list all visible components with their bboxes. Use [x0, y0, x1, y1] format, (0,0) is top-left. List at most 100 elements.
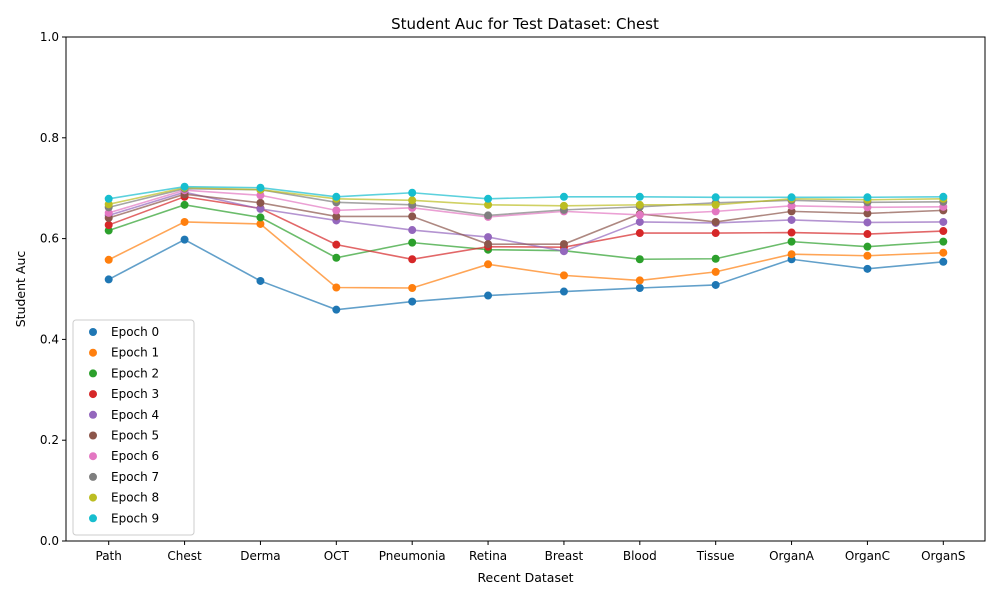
x-tick-label: OCT — [324, 549, 350, 563]
data-point-epoch-0 — [484, 291, 493, 300]
data-point-epoch-5 — [559, 240, 568, 249]
data-point-epoch-9 — [863, 193, 872, 202]
x-tick-label: Chest — [167, 549, 202, 563]
series-line-epoch-2 — [108, 204, 944, 261]
data-point-epoch-1 — [559, 271, 568, 280]
data-point-epoch-1 — [104, 255, 113, 264]
legend-label: Epoch 8 — [111, 491, 159, 505]
data-point-epoch-9 — [787, 193, 796, 202]
x-tick-label: Path — [96, 549, 122, 563]
data-point-epoch-4 — [256, 204, 265, 213]
data-point-epoch-6 — [256, 191, 265, 200]
legend-label: Epoch 2 — [111, 366, 159, 380]
data-point-epoch-4 — [863, 218, 872, 227]
data-point-epoch-9 — [104, 194, 113, 203]
data-point-epoch-0 — [180, 235, 189, 244]
data-point-epoch-1 — [484, 260, 493, 269]
x-tick-label: Derma — [240, 549, 280, 563]
legend-marker — [89, 328, 97, 336]
legend-label: Epoch 0 — [111, 325, 159, 339]
legend-marker — [89, 452, 97, 461]
y-tick-label: 0.8 — [40, 131, 59, 145]
data-point-epoch-0 — [332, 305, 341, 314]
data-point-epoch-0 — [635, 283, 644, 292]
data-point-epoch-0 — [559, 287, 568, 296]
legend-label: Epoch 9 — [111, 511, 159, 525]
data-point-epoch-9 — [484, 194, 493, 203]
series-line-epoch-5 — [108, 193, 944, 245]
data-point-epoch-5 — [256, 198, 265, 207]
data-point-epoch-1 — [408, 283, 417, 292]
data-point-epoch-9 — [408, 188, 417, 197]
legend-marker — [89, 390, 97, 399]
data-point-epoch-3 — [408, 255, 417, 264]
data-point-epoch-8 — [711, 200, 720, 209]
legend-label: Epoch 6 — [111, 449, 159, 463]
chart-title: Student Auc for Test Dataset: Chest — [391, 15, 659, 33]
data-point-epoch-4 — [635, 217, 644, 226]
legend-label: Epoch 7 — [111, 470, 159, 484]
legend-label: Epoch 1 — [111, 346, 159, 360]
data-point-epoch-0 — [256, 276, 265, 285]
data-point-epoch-1 — [635, 276, 644, 285]
legend-label: Epoch 5 — [111, 429, 159, 443]
data-point-epoch-1 — [332, 283, 341, 292]
data-point-epoch-3 — [332, 240, 341, 249]
x-tick-label: Tissue — [696, 549, 735, 563]
data-point-epoch-6 — [711, 207, 720, 216]
data-point-epoch-2 — [408, 238, 417, 247]
data-point-epoch-5 — [711, 217, 720, 226]
data-point-epoch-1 — [180, 217, 189, 226]
legend-marker — [89, 431, 97, 440]
data-point-epoch-8 — [484, 200, 493, 209]
data-point-epoch-2 — [939, 237, 948, 246]
data-point-epoch-2 — [104, 226, 113, 235]
x-tick-label: Breast — [545, 549, 584, 563]
data-point-epoch-2 — [635, 255, 644, 264]
series-line-epoch-8 — [108, 186, 944, 207]
data-point-epoch-0 — [104, 275, 113, 284]
legend-box — [72, 319, 195, 536]
x-tick-label: OrganS — [921, 549, 965, 563]
data-point-epoch-5 — [484, 240, 493, 249]
data-point-epoch-8 — [559, 201, 568, 210]
y-axis-label: Student Auc — [13, 251, 28, 328]
y-tick-label: 1.0 — [40, 30, 59, 44]
legend-label: Epoch 4 — [111, 408, 159, 422]
y-tick-label: 0.0 — [40, 534, 59, 548]
data-point-epoch-2 — [787, 237, 796, 246]
data-point-epoch-4 — [408, 226, 417, 235]
data-point-epoch-5 — [408, 212, 417, 221]
data-point-epoch-4 — [939, 217, 948, 226]
data-point-epoch-9 — [711, 193, 720, 202]
data-point-epoch-2 — [863, 242, 872, 251]
data-point-epoch-9 — [256, 183, 265, 192]
data-point-epoch-5 — [863, 209, 872, 218]
data-point-epoch-0 — [711, 280, 720, 289]
legend-marker — [89, 348, 97, 357]
data-point-epoch-8 — [635, 200, 644, 209]
data-point-epoch-1 — [256, 219, 265, 228]
data-point-epoch-9 — [180, 182, 189, 191]
data-point-epoch-4 — [484, 233, 493, 242]
x-tick-label: Blood — [623, 549, 657, 563]
data-point-epoch-7 — [484, 211, 493, 220]
data-point-epoch-5 — [332, 212, 341, 221]
plot-frame — [65, 36, 986, 542]
x-tick-label: Pneumonia — [379, 549, 446, 563]
data-point-epoch-3 — [939, 227, 948, 236]
series-line-epoch-6 — [108, 189, 944, 218]
data-point-epoch-9 — [939, 192, 948, 201]
data-point-epoch-6 — [104, 208, 113, 217]
legend: Epoch 0 Epoch 1 Epoch 2 Epoch 3 Epoch 4 Epoch… — [72, 319, 195, 536]
data-point-epoch-3 — [104, 220, 113, 229]
axes: Path Chest Derma OCT Pneumonia Retina Breast Bl… — [40, 30, 966, 563]
data-point-epoch-2 — [256, 213, 265, 222]
data-point-epoch-0 — [408, 297, 417, 306]
legend-marker — [89, 369, 97, 378]
y-tick-label: 0.4 — [40, 332, 59, 346]
series-line-epoch-9 — [108, 185, 944, 200]
data-point-epoch-9 — [332, 192, 341, 201]
data-point-epoch-1 — [863, 251, 872, 260]
